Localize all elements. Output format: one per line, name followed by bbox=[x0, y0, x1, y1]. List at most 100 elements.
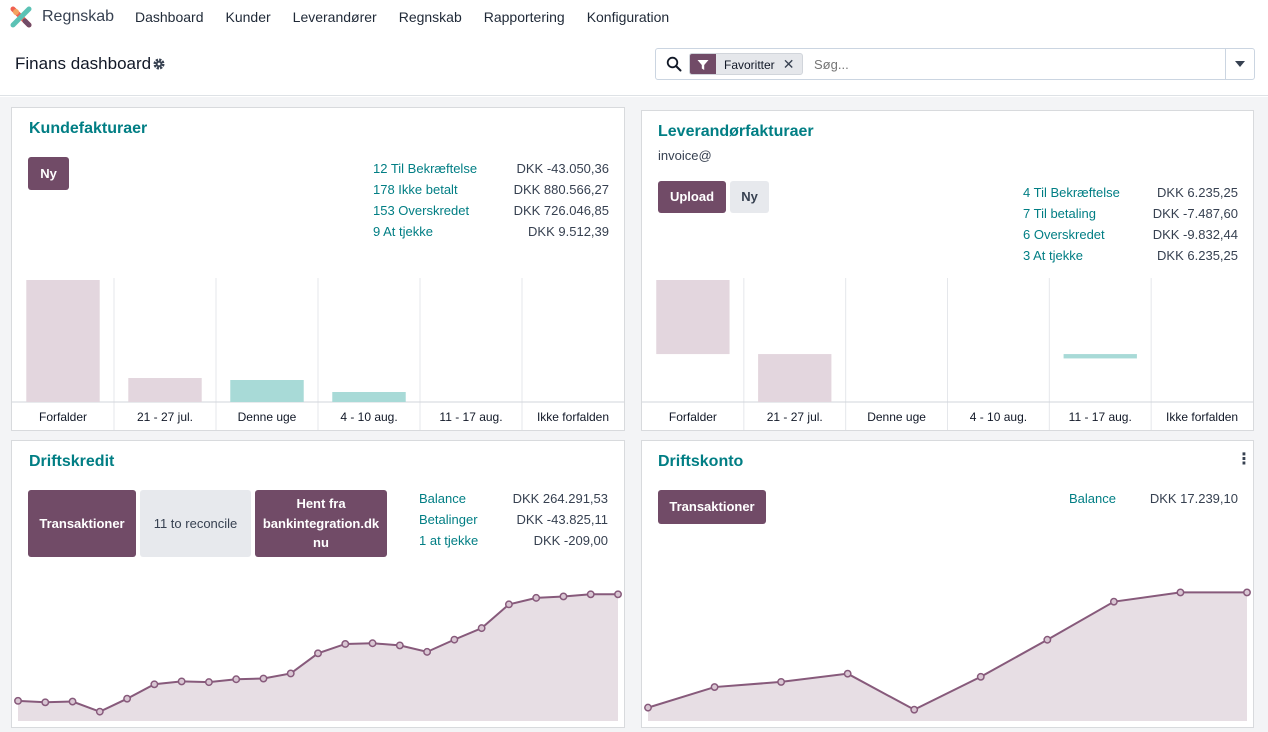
gear-icon[interactable] bbox=[152, 57, 166, 71]
chart-point[interactable] bbox=[710, 683, 719, 692]
chart-point[interactable] bbox=[341, 640, 350, 648]
chart-tick-label: Forfalder bbox=[669, 410, 717, 424]
search-input[interactable] bbox=[814, 57, 1214, 72]
menu-item-regnskab[interactable]: Regnskab bbox=[398, 9, 462, 25]
chart-bar[interactable] bbox=[26, 280, 100, 402]
new-bill-button[interactable]: Ny bbox=[730, 181, 769, 213]
chart-tick-label: 21 - 27 jul. bbox=[137, 410, 193, 424]
stat-value: DKK -7.487,60 bbox=[1152, 206, 1238, 221]
stat-row[interactable]: 3 At tjekke DKK 6.235,25 bbox=[1023, 248, 1238, 263]
chart-point[interactable] bbox=[123, 694, 132, 703]
menu-item-konfiguration[interactable]: Konfiguration bbox=[586, 9, 670, 25]
stat-row[interactable]: 7 Til betaling DKK -7.487,60 bbox=[1023, 206, 1238, 221]
chart-series-line bbox=[647, 591, 1247, 711]
transactions-button[interactable]: Transaktioner bbox=[28, 490, 136, 557]
stat-row[interactable]: 153 Overskredet DKK 726.046,85 bbox=[373, 203, 609, 218]
chart-point[interactable] bbox=[314, 649, 322, 658]
stat-label[interactable]: Balance bbox=[419, 491, 466, 506]
chart-point[interactable] bbox=[1176, 588, 1185, 597]
close-icon[interactable]: ✕ bbox=[782, 56, 795, 72]
search-options-toggle[interactable] bbox=[1225, 49, 1254, 79]
chart-point[interactable] bbox=[910, 705, 919, 714]
chart-point[interactable] bbox=[177, 677, 186, 686]
chart-point[interactable] bbox=[395, 641, 404, 650]
chart-bar[interactable] bbox=[656, 280, 730, 355]
chart-bar[interactable] bbox=[332, 392, 406, 402]
chart-point[interactable] bbox=[1109, 597, 1118, 606]
driftskredit-line-chart[interactable] bbox=[12, 571, 624, 727]
chart-point[interactable] bbox=[614, 590, 622, 599]
chart-point[interactable] bbox=[95, 707, 104, 716]
chart-bar[interactable] bbox=[1063, 354, 1137, 359]
chart-bar[interactable] bbox=[128, 378, 202, 402]
stat-value: DKK 880.566,27 bbox=[513, 182, 609, 197]
driftskonto-line-chart[interactable] bbox=[642, 571, 1253, 727]
new-invoice-button[interactable]: Ny bbox=[28, 157, 69, 190]
stat-label[interactable]: 178 Ikke betalt bbox=[373, 182, 458, 197]
chart-point[interactable] bbox=[368, 639, 377, 648]
chart-point[interactable] bbox=[843, 669, 852, 678]
chart-point[interactable] bbox=[1243, 588, 1251, 597]
chart-point[interactable] bbox=[204, 678, 213, 687]
stat-label[interactable]: 6 Overskredet bbox=[1023, 227, 1105, 242]
stat-row[interactable]: 9 At tjekke DKK 9.512,39 bbox=[373, 224, 609, 239]
chart-point[interactable] bbox=[532, 593, 541, 602]
card-title[interactable]: Kundefakturaer bbox=[29, 120, 148, 137]
bank-sync-button[interactable]: Hent fra bankintegration.dk nu bbox=[255, 490, 387, 557]
stat-row[interactable]: 6 Overskredet DKK -9.832,44 bbox=[1023, 227, 1238, 242]
chart-point[interactable] bbox=[559, 592, 568, 601]
odoo-logo-icon[interactable] bbox=[10, 6, 32, 28]
app-name[interactable]: Regnskab bbox=[42, 8, 115, 25]
chart-point[interactable] bbox=[586, 590, 595, 599]
vendor-bills-bar-chart[interactable]: Forfalder 21 - 27 jul. Denne uge 4 - 10 aug… bbox=[642, 278, 1253, 430]
menu-item-kunder[interactable]: Kunder bbox=[225, 9, 271, 25]
chart-point[interactable] bbox=[150, 680, 159, 689]
menu-item-leverandorer[interactable]: Leverandører bbox=[292, 9, 377, 25]
card-title[interactable]: Leverandørfakturaer bbox=[658, 123, 814, 140]
stat-label[interactable]: 12 Til Bekræftelse bbox=[373, 161, 478, 176]
kebab-menu-icon[interactable]: ⋮ bbox=[1236, 451, 1252, 468]
caret-down-icon bbox=[1235, 61, 1245, 67]
reconcile-button[interactable]: 11 to reconcile bbox=[140, 490, 251, 557]
stat-label[interactable]: 9 At tjekke bbox=[373, 224, 433, 239]
stat-label[interactable]: 4 Til Bekræftelse bbox=[1023, 185, 1120, 200]
menu-item-rapportering[interactable]: Rapportering bbox=[483, 9, 565, 25]
stat-label[interactable]: 153 Overskredet bbox=[373, 203, 470, 218]
stat-row[interactable]: Balance DKK 264.291,53 bbox=[419, 491, 608, 506]
upload-button[interactable]: Upload bbox=[658, 181, 726, 213]
stat-row[interactable]: Balance DKK 17.239,10 bbox=[1069, 491, 1238, 506]
chart-point[interactable] bbox=[41, 698, 50, 707]
chart-point[interactable] bbox=[14, 696, 22, 705]
chart-point[interactable] bbox=[423, 647, 432, 656]
stat-row[interactable]: 1 at tjekke DKK -209,00 bbox=[419, 533, 608, 548]
stat-row[interactable]: 4 Til Bekræftelse DKK 6.235,25 bbox=[1023, 185, 1238, 200]
chart-point[interactable] bbox=[232, 675, 241, 684]
card-title[interactable]: Driftskonto bbox=[658, 453, 744, 470]
stat-row[interactable]: 178 Ikke betalt DKK 880.566,27 bbox=[373, 182, 609, 197]
stat-label[interactable]: 3 At tjekke bbox=[1023, 248, 1083, 263]
chart-point[interactable] bbox=[477, 624, 486, 633]
stat-label[interactable]: 7 Til betaling bbox=[1023, 206, 1096, 221]
chart-bar[interactable] bbox=[758, 354, 832, 402]
chart-point[interactable] bbox=[68, 697, 77, 706]
customer-invoices-bar-chart[interactable]: Forfalder 21 - 27 jul. Denne uge 4 - 10 aug… bbox=[12, 278, 624, 430]
stat-row[interactable]: Betalinger DKK -43.825,11 bbox=[419, 512, 608, 527]
chart-point[interactable] bbox=[450, 635, 459, 644]
chart-point[interactable] bbox=[286, 669, 295, 678]
chart-point[interactable] bbox=[504, 600, 513, 609]
chart-bar[interactable] bbox=[230, 380, 304, 402]
card-title[interactable]: Driftskredit bbox=[29, 453, 115, 470]
chart-point[interactable] bbox=[1043, 635, 1052, 644]
stat-label[interactable]: 1 at tjekke bbox=[419, 533, 479, 548]
chart-point[interactable] bbox=[259, 674, 268, 683]
chart-point[interactable] bbox=[644, 703, 652, 712]
search-icon[interactable] bbox=[666, 56, 682, 72]
stat-label[interactable]: Betalinger bbox=[419, 512, 478, 527]
control-panel: Finans dashboard Favoritter ✕ bbox=[0, 34, 1268, 96]
stat-label[interactable]: Balance bbox=[1069, 491, 1116, 506]
stat-row[interactable]: 12 Til Bekræftelse DKK -43.050,36 bbox=[373, 161, 609, 176]
transactions-button[interactable]: Transaktioner bbox=[658, 490, 766, 524]
chart-point[interactable] bbox=[777, 677, 786, 686]
chart-point[interactable] bbox=[976, 672, 985, 681]
menu-item-dashboard[interactable]: Dashboard bbox=[135, 9, 204, 25]
